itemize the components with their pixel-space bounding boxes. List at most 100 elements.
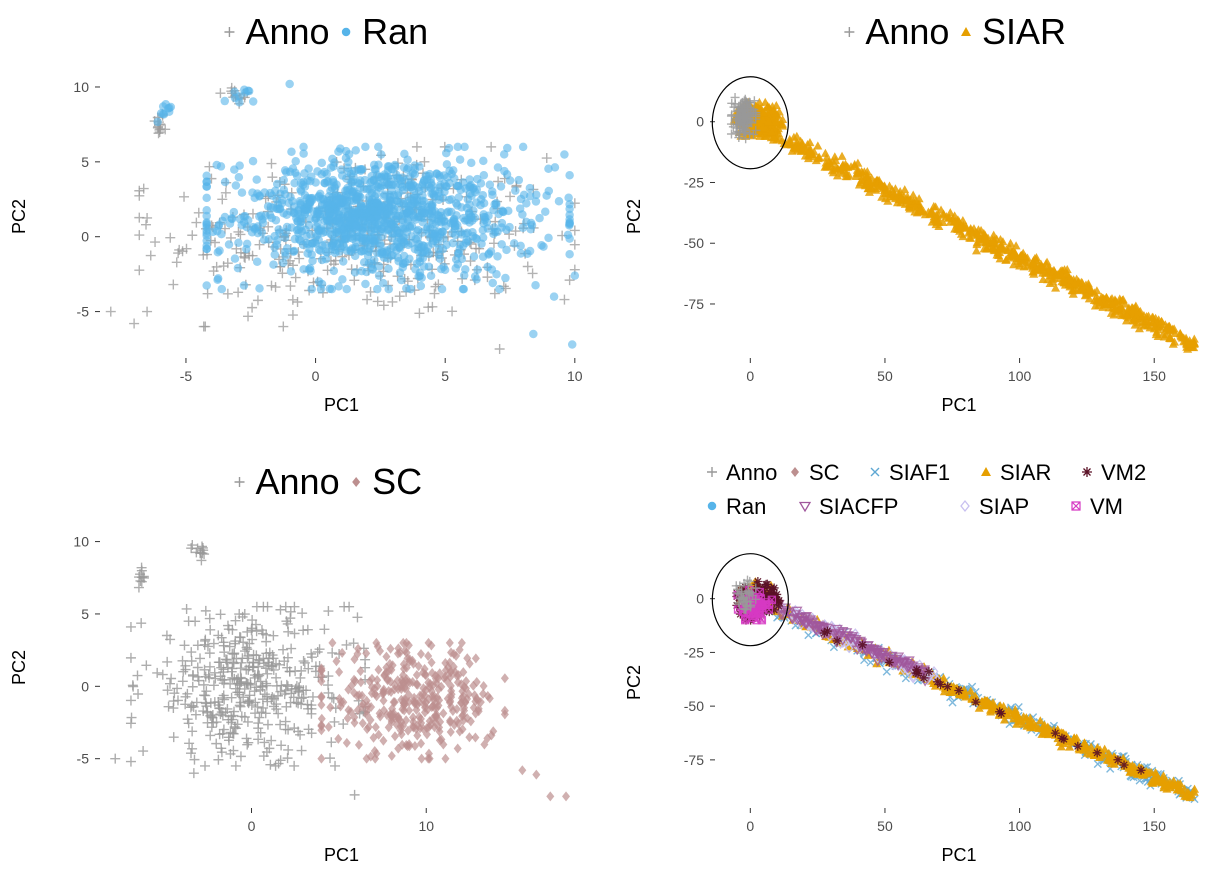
y-tick-label: 0 (696, 591, 704, 607)
data-point (535, 213, 544, 223)
data-point (247, 302, 258, 313)
data-point (479, 212, 489, 222)
data-point (380, 216, 389, 226)
data-point (230, 760, 241, 771)
data-point (973, 230, 983, 239)
data-point (394, 256, 403, 266)
data-point (311, 178, 320, 187)
data-point (374, 142, 383, 152)
data-point (285, 79, 294, 89)
data-point (318, 194, 328, 204)
data-point (503, 143, 512, 153)
data-point (296, 745, 307, 756)
data-point (180, 699, 191, 710)
data-point (193, 671, 204, 682)
data-point (251, 626, 262, 637)
data-point (569, 225, 580, 236)
data-point (271, 680, 282, 691)
data-point (386, 643, 395, 654)
data-point (317, 713, 326, 724)
data-point (741, 121, 751, 131)
data-point (470, 243, 481, 254)
data-point (162, 656, 173, 667)
legend-key-ran (707, 501, 717, 511)
data-point (352, 612, 363, 623)
data-point (192, 662, 203, 673)
data-point (357, 266, 366, 276)
data-point (204, 648, 215, 659)
data-point (205, 698, 216, 709)
data-point (332, 180, 341, 189)
data-point (412, 670, 421, 681)
data-point (168, 279, 179, 290)
data-point (532, 769, 541, 780)
data-point (161, 630, 172, 641)
data-point (326, 163, 336, 172)
data-point (399, 234, 408, 243)
data-point (465, 175, 474, 184)
data-point (741, 134, 751, 144)
y-tick-label: -25 (684, 174, 704, 190)
data-point (314, 644, 325, 655)
data-point (237, 188, 247, 197)
data-point (793, 145, 803, 154)
data-point (382, 247, 392, 256)
data-point (216, 707, 227, 718)
data-point (365, 286, 376, 297)
data-point (467, 158, 476, 168)
data-point (800, 151, 810, 160)
data-point (944, 213, 954, 222)
data-point (191, 697, 202, 708)
data-point (297, 608, 308, 619)
data-point (437, 284, 447, 294)
data-point (189, 754, 200, 765)
data-point (565, 219, 574, 228)
data-point (439, 708, 448, 719)
data-point (743, 113, 753, 123)
data-point (239, 281, 249, 290)
y-axis-title: PC2 (9, 650, 29, 685)
data-point (1177, 333, 1187, 342)
data-point (1135, 306, 1145, 315)
data-point (281, 251, 290, 260)
data-point (767, 127, 777, 136)
data-point (1040, 268, 1050, 277)
legend-label-anno: Anno (726, 460, 777, 485)
data-point (301, 238, 311, 248)
data-point (307, 284, 316, 294)
data-point (288, 164, 298, 173)
data-point (328, 637, 337, 648)
data-point (1102, 300, 1112, 309)
data-point (223, 732, 234, 743)
y-tick-label: -75 (684, 296, 704, 312)
data-point (233, 673, 244, 684)
series-sc (317, 637, 571, 802)
data-point (186, 647, 197, 658)
data-point (215, 88, 226, 99)
data-point (186, 543, 197, 554)
y-axis-title: PC2 (9, 199, 29, 234)
data-point (323, 221, 332, 231)
data-point (134, 265, 145, 276)
data-point (157, 669, 168, 680)
data-point (441, 753, 450, 764)
data-point (233, 263, 243, 273)
legend: Anno Ran (224, 11, 428, 52)
data-point (218, 667, 229, 678)
data-point (500, 166, 509, 176)
data-point (259, 235, 269, 245)
data-point (306, 728, 317, 739)
data-point (293, 726, 304, 737)
data-point (777, 119, 787, 128)
data-point (352, 196, 361, 205)
data-point (239, 217, 249, 227)
data-point (378, 300, 389, 311)
data-point (207, 712, 218, 723)
data-point (308, 256, 317, 266)
y-tick-label: -50 (684, 235, 704, 251)
data-point (320, 178, 329, 188)
data-point (443, 173, 452, 182)
data-point (110, 753, 121, 764)
data-point (307, 691, 318, 702)
data-point (525, 246, 535, 256)
